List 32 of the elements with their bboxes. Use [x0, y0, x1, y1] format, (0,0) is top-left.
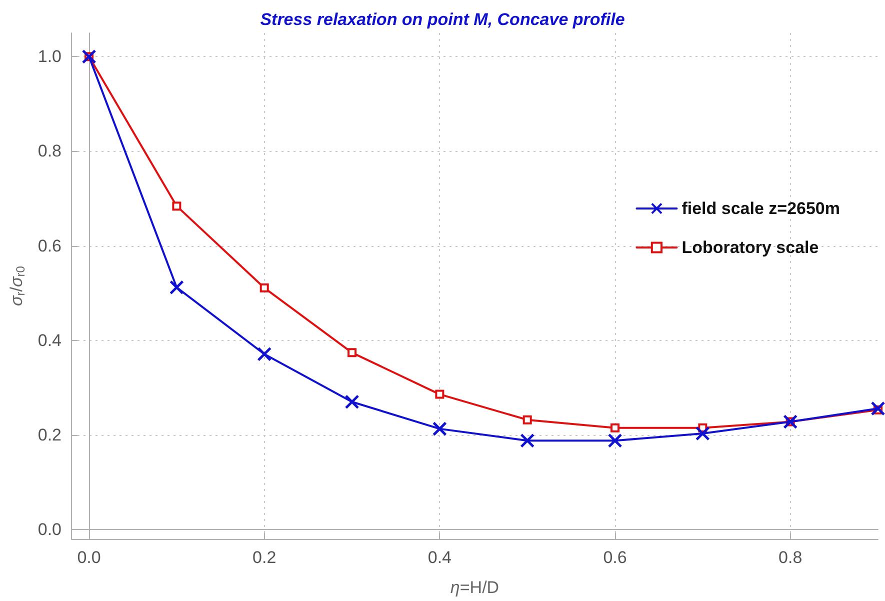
x-tick-label: 0.4: [428, 548, 452, 567]
x-tick-label: 0.2: [252, 548, 276, 567]
legend-label: field scale z=2650m: [682, 199, 840, 218]
point: [257, 346, 272, 362]
x-tick-label: 0.0: [77, 548, 101, 567]
point: [344, 394, 360, 410]
point: [260, 283, 269, 292]
legend-label: Loboratory scale: [682, 238, 819, 257]
y-tick-label: 0.8: [38, 142, 62, 161]
y-tick-label: 1.0: [38, 47, 62, 66]
point: [172, 202, 182, 211]
point: [435, 390, 444, 399]
x-axis-title: η=H/D: [450, 578, 500, 597]
y-tick-label: 0.2: [38, 425, 62, 444]
point: [610, 423, 620, 432]
point: [348, 348, 357, 358]
point: [783, 414, 798, 429]
x-tick-label: 0.6: [603, 548, 627, 567]
y-axis-title: σr/σr0: [7, 266, 28, 306]
point: [870, 401, 885, 416]
point: [169, 280, 184, 295]
x-tick-label: 0.8: [778, 548, 802, 567]
point: [520, 433, 535, 448]
y-tick-label: 0.0: [38, 520, 62, 540]
point: [82, 49, 96, 64]
y-tick-label: 0.6: [38, 236, 62, 256]
point: [695, 426, 710, 441]
point: [608, 433, 622, 448]
point: [522, 415, 532, 424]
y-tick-label: 0.4: [38, 330, 62, 350]
chart-title: Stress relaxation on point M, Concave profile: [260, 10, 625, 29]
point: [432, 422, 447, 436]
